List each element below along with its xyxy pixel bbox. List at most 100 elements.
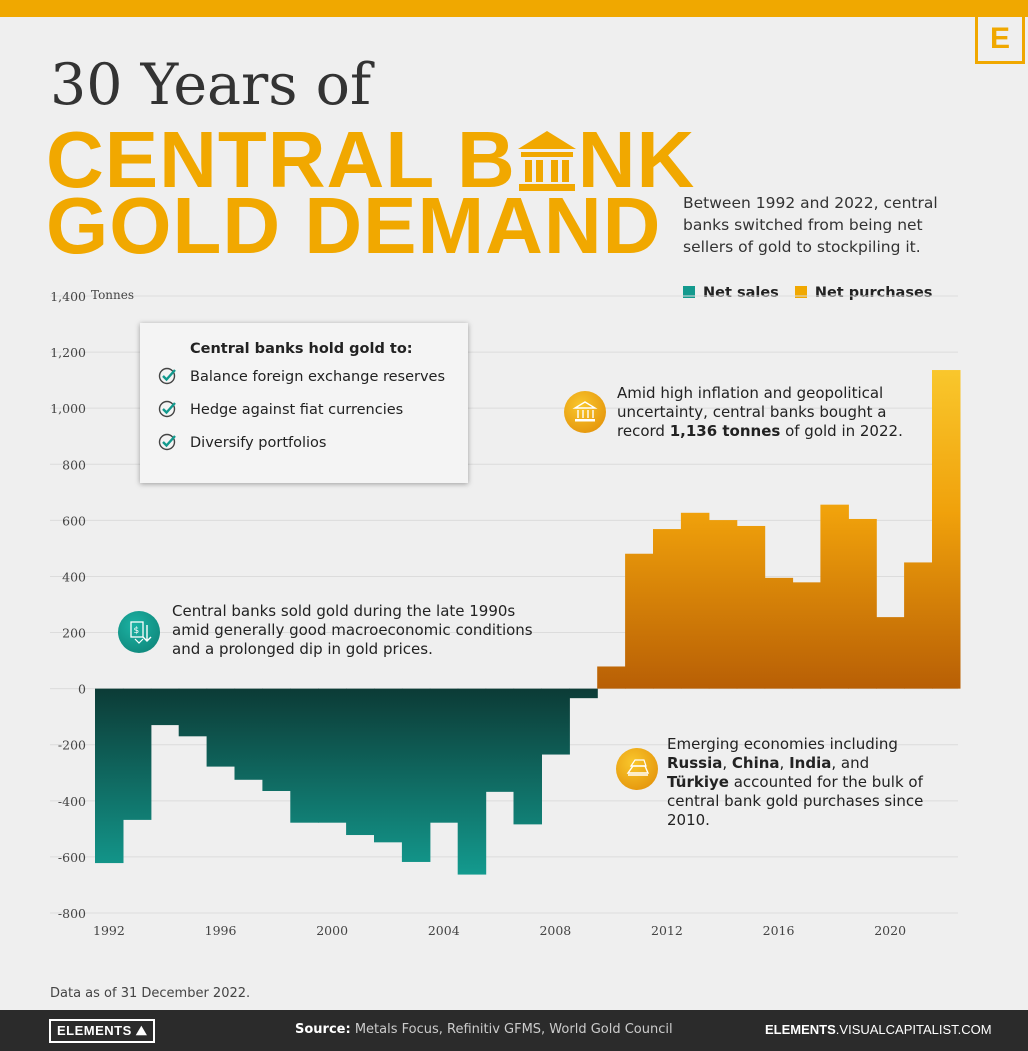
title-line-2-part-b: NK	[577, 115, 696, 204]
x-tick-label: 2020	[874, 923, 906, 938]
bar-2004	[429, 688, 459, 823]
title-line-3: GOLD DEMAND	[46, 181, 662, 270]
title-line-2: CENTRAL B NK	[46, 120, 695, 200]
x-tick-label: 2008	[539, 923, 571, 938]
title-line-1: 30 Years of	[50, 52, 372, 118]
data-date-footnote: Data as of 31 December 2022.	[50, 986, 251, 1001]
y-axis-ticks: -800 -600 -400 -200 0 200 400 600 800 1,000 1,200 1…	[50, 289, 86, 921]
chart-legend: Net sales Net purchases	[683, 285, 932, 301]
country-turkiye: Türkiye	[667, 773, 729, 791]
record-note-text: Amid high inflation and geopolitical unc…	[617, 384, 887, 440]
elements-mark-icon: ⛰	[135, 1023, 148, 1038]
source-text: Metals Focus, Refinitiv GFMS, World Gold…	[350, 1022, 673, 1037]
bar-2001	[346, 688, 375, 836]
site-url-bold: ELEMENTS	[765, 1022, 836, 1037]
gold-bars-icon	[616, 748, 658, 790]
subtitle: Between 1992 and 2022, central banks swi…	[683, 194, 938, 256]
title-line-2-part-a: CENTRAL B	[46, 115, 516, 204]
record-note-text-end: of gold in 2022.	[780, 422, 903, 440]
bar-1994	[150, 688, 180, 726]
bar-1998	[262, 688, 291, 792]
svg-text:$: $	[134, 626, 140, 636]
bar-1992	[95, 688, 124, 864]
bar-2017	[792, 582, 821, 689]
y-tick-label: -800	[58, 906, 86, 921]
bar-2022	[932, 370, 961, 689]
emerging-note-text: Emerging economies including	[667, 735, 898, 753]
emerging-note-text-end: accounted for the bulk of central bank g…	[667, 773, 924, 829]
country-india: India	[789, 754, 832, 772]
site-url[interactable]: ELEMENTS.VISUALCAPITALIST.COM	[765, 1022, 992, 1037]
reason-text: Balance foreign exchange reserves	[190, 369, 446, 385]
bar-2015	[736, 525, 766, 689]
legend-item-net-purchases: Net purchases	[794, 285, 933, 301]
y-axis-unit: Tonnes	[91, 288, 134, 302]
emerging-economies-note: Emerging economies including Russia, Chi…	[667, 735, 924, 829]
legend-swatch-teal	[683, 286, 695, 298]
legend-item-net-sales: Net sales	[683, 285, 779, 301]
bar-2020	[876, 617, 905, 689]
reason-text: Diversify portfolios	[190, 435, 327, 451]
footer-brand-text: ELEMENTS	[57, 1023, 132, 1038]
bar-1997	[234, 688, 263, 780]
y-tick-label: 0	[78, 682, 86, 697]
record-purchase-note: Amid high inflation and geopolitical unc…	[617, 384, 917, 441]
bar-2014	[708, 520, 738, 689]
bar-2003	[401, 688, 431, 862]
bar-2010	[597, 666, 626, 689]
legend-label-net-sales: Net sales	[703, 285, 779, 301]
footer-bar: ELEMENTS ⛰ Source: Metals Focus, Refinit…	[0, 1010, 1028, 1051]
y-tick-label: -600	[58, 850, 86, 865]
reason-text: Hedge against fiat currencies	[190, 402, 404, 418]
x-tick-label: 2012	[651, 923, 683, 938]
source-label: Source:	[295, 1022, 351, 1037]
checkmark-icon	[158, 432, 178, 456]
y-tick-label: 400	[62, 569, 86, 584]
late-1990s-note: Central banks sold gold during the late …	[172, 602, 533, 658]
reason-item: Diversify portfolios	[158, 433, 468, 468]
top-accent-bar	[0, 0, 1028, 17]
bar-2016	[764, 577, 794, 689]
logo-letter: E	[989, 22, 1010, 55]
record-note-bold: 1,136 tonnes	[669, 422, 781, 440]
y-tick-label: 600	[62, 513, 86, 528]
checkmark-icon	[158, 399, 178, 423]
reason-item: Hedge against fiat currencies	[158, 400, 468, 435]
y-tick-label: 1,000	[50, 401, 86, 416]
x-axis-ticks: 1992 1996 2000 2004 2008 2012 2016 2020	[93, 923, 906, 938]
country-russia: Russia	[667, 754, 723, 772]
x-tick-label: 2000	[316, 923, 348, 938]
legend-label-net-purchases: Net purchases	[814, 285, 933, 301]
bar-2009	[569, 688, 598, 699]
checkmark-icon	[158, 366, 178, 390]
elements-logo: E	[975, 17, 1025, 64]
bar-2008	[541, 688, 570, 755]
x-tick-label: 1992	[93, 923, 125, 938]
bar-2012	[653, 529, 682, 689]
y-tick-label: 1,400	[50, 289, 86, 304]
bar-1999	[290, 688, 319, 823]
falling-price-icon: $	[118, 611, 160, 653]
bar-2021	[904, 562, 933, 689]
x-tick-label: 1996	[205, 923, 237, 938]
y-tick-label: 800	[62, 457, 86, 472]
legend-swatch-gold	[794, 286, 807, 298]
reasons-box: Central banks hold gold to: Balance fore…	[140, 323, 468, 483]
footer-brand-logo: ELEMENTS ⛰	[49, 1019, 156, 1043]
x-tick-label: 2004	[428, 923, 460, 938]
bar-2011	[625, 553, 654, 689]
bar-2013	[680, 512, 710, 689]
bar-1996	[206, 688, 236, 767]
bank-building-icon	[516, 126, 578, 192]
reason-item: Balance foreign exchange reserves	[158, 367, 468, 402]
country-china: China	[731, 754, 780, 772]
bar-2000	[318, 688, 347, 823]
bar-2007	[513, 688, 542, 825]
y-tick-label: 200	[62, 626, 86, 641]
bar-1995	[178, 688, 208, 737]
reasons-heading: Central banks hold gold to:	[190, 341, 413, 357]
site-url-rest: .VISUALCAPITALIST.COM	[835, 1022, 992, 1037]
bar-2006	[485, 688, 515, 792]
x-tick-label: 2016	[763, 923, 795, 938]
